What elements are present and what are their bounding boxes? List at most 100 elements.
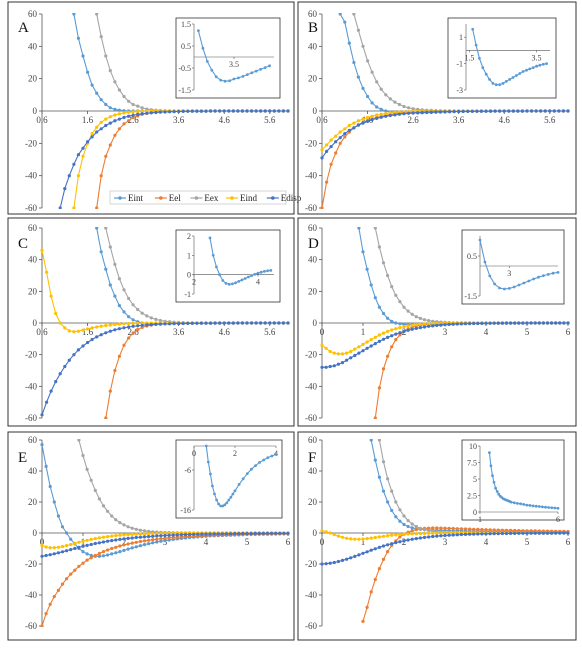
y-tick-label: -20	[305, 350, 317, 360]
series-eind-point	[48, 546, 52, 550]
series-eel-point	[40, 624, 44, 627]
series-eint-point	[99, 98, 103, 102]
series-eel-point	[398, 535, 402, 539]
series-eind-point	[334, 134, 338, 138]
panel-B: -60-40-2002040600.61.62.63.64.65.6B-3-11…	[297, 1, 577, 215]
series-eind-point	[386, 329, 390, 333]
series-edisp-point	[480, 532, 484, 536]
series-eind-point	[113, 322, 117, 327]
inset-series-eint-point	[247, 275, 250, 279]
series-edisp-point	[126, 536, 130, 541]
legend-label: Edisp	[281, 193, 302, 203]
series-edisp-point	[149, 111, 153, 115]
y-tick-label: 0	[33, 318, 38, 328]
series-edisp-point	[476, 532, 480, 536]
series-eex-point	[147, 529, 151, 534]
series-eel-point	[130, 541, 134, 545]
series-eex-point	[397, 102, 401, 107]
series-eex-point	[122, 94, 126, 99]
series-edisp-point	[131, 113, 135, 117]
series-edisp-point	[122, 115, 126, 120]
panel-frame	[7, 431, 295, 641]
series-eind-point	[410, 323, 414, 327]
series-eex-point	[386, 273, 390, 278]
series-edisp-point	[332, 364, 336, 368]
series-edisp-point	[496, 532, 500, 536]
inset-series-eint-point	[208, 236, 212, 240]
y-tick-label: 60	[28, 223, 38, 233]
x-tick-label: 2.6	[127, 115, 139, 125]
series-edisp-point	[81, 544, 85, 548]
series-edisp-point	[554, 321, 558, 325]
inset-x-tick-label: 3.5	[532, 53, 542, 62]
series-edisp-point	[406, 538, 410, 542]
series-edisp-point	[484, 532, 488, 536]
series-eind-point	[435, 531, 439, 535]
series-edisp-point	[76, 153, 80, 157]
series-eind-point	[353, 347, 357, 351]
series-eel-point	[81, 561, 85, 565]
inset-series-eint-point	[223, 79, 227, 83]
series-edisp-point	[463, 532, 468, 537]
series-edisp-point	[54, 380, 58, 384]
x-tick-label: 2.6	[407, 115, 419, 125]
legend-label: Eex	[204, 193, 218, 203]
series-edisp-point	[349, 556, 353, 560]
series-edisp-point	[259, 109, 263, 113]
legend-label: Eint	[128, 193, 143, 203]
series-edisp-point	[259, 321, 263, 325]
series-edisp-point	[324, 562, 328, 566]
series-eind-point	[136, 109, 140, 114]
series-edisp-point	[434, 110, 438, 114]
inset-series-eint-point	[489, 464, 493, 468]
inset-series-eint-point	[243, 277, 247, 280]
series-eint-point	[65, 531, 69, 535]
series-edisp-point	[394, 332, 398, 336]
series-eex-point	[101, 504, 106, 508]
inset-series-eint-point	[270, 454, 274, 458]
series-eind-point	[443, 531, 447, 535]
series-edisp-point	[249, 531, 253, 536]
series-edisp-point	[472, 532, 476, 536]
inset-series-eint-point	[241, 477, 245, 481]
series-edisp-point	[56, 551, 61, 555]
series-eind-point	[398, 532, 402, 537]
series-eex-point	[136, 104, 140, 108]
y-tick-label: -60	[25, 621, 37, 631]
series-eint-point	[377, 475, 381, 479]
series-eex-point	[414, 315, 418, 319]
series-edisp-point	[554, 531, 558, 535]
series-eex-point	[411, 107, 415, 111]
series-eind-point	[325, 143, 329, 147]
series-edisp-point	[200, 532, 204, 536]
series-eind-point	[118, 533, 122, 537]
series-eind-point	[340, 535, 345, 539]
series-eel-point	[171, 535, 175, 540]
series-edisp-point	[402, 329, 406, 333]
series-edisp-point	[386, 543, 390, 547]
series-eel-point	[104, 154, 108, 158]
series-eind-point	[86, 327, 90, 331]
series-edisp-point	[44, 553, 48, 558]
series-eex-point	[97, 497, 101, 501]
series-edisp-point	[168, 110, 172, 114]
series-edisp-point	[410, 537, 414, 541]
series-eint-point	[379, 107, 383, 111]
series-edisp-point	[381, 337, 386, 341]
series-edisp-point	[452, 109, 456, 114]
inset-x-tick-label: 6	[556, 515, 560, 524]
series-eel-point	[167, 536, 171, 540]
series-edisp-point	[245, 321, 249, 325]
panel-frame	[297, 1, 577, 215]
series-eind-point	[377, 535, 381, 539]
series-edisp-point	[104, 331, 108, 335]
series-eel-point	[325, 180, 329, 184]
inset-series-eint-point	[201, 46, 205, 50]
inset-series-eint-point	[214, 75, 218, 79]
series-edisp-point	[500, 531, 504, 536]
series-eel-point	[56, 588, 61, 593]
inset-series-eint-point	[232, 77, 236, 81]
y-tick-label: 40	[308, 466, 318, 476]
series-eel-point	[159, 537, 163, 541]
series-edisp-point	[479, 109, 483, 113]
